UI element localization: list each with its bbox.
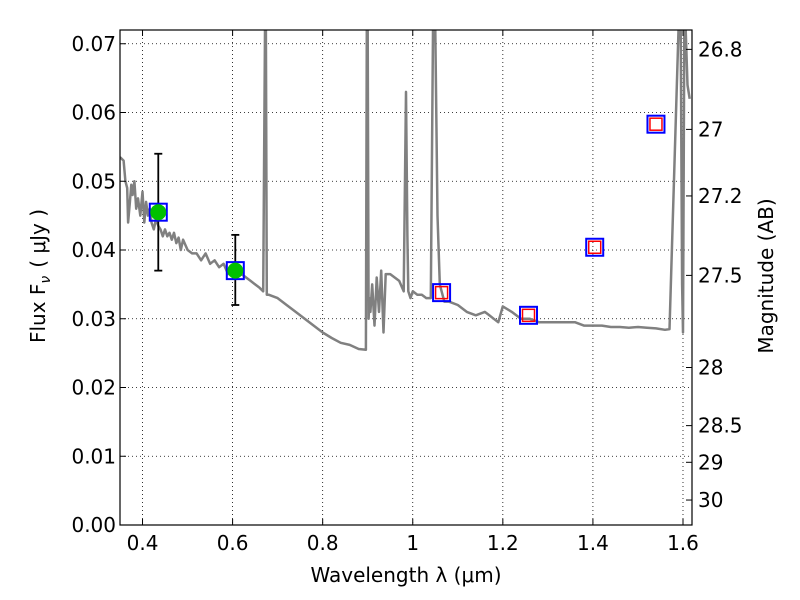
y-tick-label: 0.06 (71, 101, 116, 125)
errorbar-layer (154, 152, 240, 306)
observed-flux-marker (227, 262, 244, 279)
x-tick-label: 1.4 (577, 531, 609, 555)
y-axis-label-unit: ( μJy ) (26, 209, 50, 268)
x-tick-label: 1 (406, 531, 419, 555)
x-tick-label: 1.6 (667, 531, 699, 555)
model-spectrum-line (120, 30, 691, 351)
right-tick-label: 28 (698, 356, 723, 380)
y-tick-label: 0.07 (71, 32, 116, 56)
y-tick-label: 0.00 (71, 513, 116, 537)
model-photometry-marker (519, 305, 539, 325)
right-axis-label: Magnitude (AB) (754, 198, 778, 353)
model-photometry-marker (225, 261, 245, 281)
x-tick-label: 0.8 (307, 531, 339, 555)
right-tick-label: 27.5 (698, 263, 743, 287)
y-axis-label-subscript: ν (38, 276, 54, 284)
x-ticks: 0.4 0.6 0.8 1 1.2 1.4 1.6 (127, 30, 699, 555)
model-photometry-marker (148, 202, 168, 222)
plot-frame (119, 29, 693, 526)
x-tick-label: 1.2 (487, 531, 519, 555)
model-photometry-marker (585, 237, 605, 257)
y-tick-label: 0.02 (71, 376, 116, 400)
y-tick-label: 0.05 (71, 169, 116, 193)
model-photometry-marker (432, 283, 452, 303)
spectrum-layer (120, 30, 691, 351)
y-ticks: 0.00 0.01 0.02 0.03 0.04 0.05 0.06 0.07 (71, 32, 126, 537)
y-tick-label: 0.04 (71, 238, 116, 262)
upper-limit-marker (521, 308, 536, 323)
right-tick-label: 27.2 (698, 184, 743, 208)
right-magnitude-ticks: 26.8 27 27.2 27.5 28 28.5 29 30 (686, 37, 743, 512)
right-tick-label: 29 (698, 450, 723, 474)
right-tick-label: 28.5 (698, 414, 743, 438)
y-axis-label: Flux Fν ( μJy ) (26, 209, 54, 343)
right-tick-label: 26.8 (698, 37, 743, 61)
marker-layer (148, 114, 666, 325)
y-tick-label: 0.03 (71, 307, 116, 331)
upper-limit-marker (587, 240, 602, 254)
y-axis-label-main: Flux F (26, 284, 50, 343)
y-tick-label: 0.01 (71, 444, 116, 468)
observed-flux-marker (150, 204, 167, 221)
model-photometry-marker (646, 114, 666, 134)
right-tick-label: 27 (698, 117, 723, 141)
x-tick-label: 0.4 (127, 531, 159, 555)
x-tick-label: 0.6 (217, 531, 249, 555)
upper-limit-marker (649, 117, 663, 131)
x-axis-label: Wavelength λ (μm) (310, 563, 501, 587)
right-tick-label: 30 (698, 488, 723, 512)
upper-limit-marker (434, 285, 449, 300)
